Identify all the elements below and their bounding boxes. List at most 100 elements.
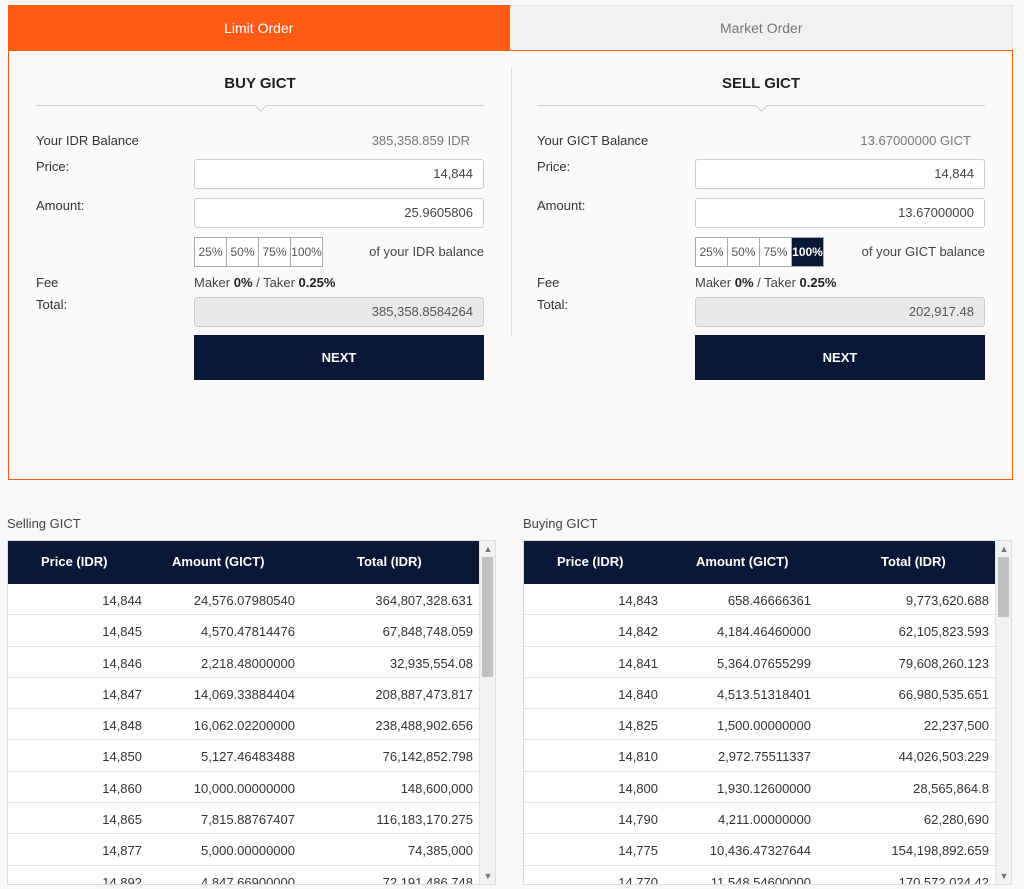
total-cell: 148,600,000 [400, 780, 473, 796]
price-cell: 14,892 [102, 874, 142, 885]
limit-order-panel: BUY GICT Your IDR Balance 385,358.859 ID… [8, 50, 1013, 480]
buy-percent-selector: 25% 50% 75% 100% [194, 237, 323, 267]
buying-book-header: Price (IDR) Amount (GICT) Total (IDR) [524, 541, 996, 584]
table-row[interactable]: 14,775 10,436.47327644 154,198,892.659 [524, 834, 996, 866]
chevron-down-icon[interactable]: ▼ [483, 871, 493, 881]
selling-scroll-thumb[interactable] [482, 557, 493, 677]
table-row[interactable]: 14,810 2,972.75511337 44,026,503.229 [524, 740, 996, 772]
chevron-up-icon[interactable]: ▲ [999, 544, 1009, 554]
sell-fee-taker: 0.25% [799, 275, 837, 290]
buying-scroll-thumb[interactable] [998, 557, 1009, 617]
table-row[interactable]: 14,846 2,218.48000000 32,935,554.08 [8, 647, 480, 678]
sell-fee-value: Maker 0% / Taker 0.25% [695, 275, 836, 290]
amount-cell: 1,500.00000000 [717, 718, 811, 734]
price-cell: 14,860 [102, 780, 142, 796]
buy-price-input[interactable]: 14,844 [194, 159, 484, 189]
chevron-down-icon[interactable]: ▼ [999, 871, 1009, 881]
table-row[interactable]: 14,848 16,062.02200000 238,488,902.656 [8, 709, 480, 741]
table-row[interactable]: 14,841 5,364.07655299 79,608,260.123 [524, 647, 996, 678]
selling-book-rows: 14,844 24,576.07980540 364,807,328.631 14,8… [8, 584, 480, 885]
table-row[interactable]: 14,843 658.46666361 9,773,620.688 [524, 584, 996, 616]
buying-col-price: Price (IDR) [557, 554, 624, 569]
buy-percent-50-button[interactable]: 50% [226, 237, 259, 267]
table-row[interactable]: 14,844 24,576.07980540 364,807,328.631 [8, 584, 480, 616]
price-cell: 14,848 [102, 718, 142, 734]
total-cell: 66,980,535.651 [898, 686, 989, 702]
price-cell: 14,843 [618, 593, 658, 608]
buy-balance-label: Your IDR Balance [36, 133, 139, 148]
table-row[interactable]: 14,800 1,930.12600000 28,565,864.8 [524, 772, 996, 804]
buy-percent-100-button[interactable]: 100% [290, 237, 323, 267]
table-row[interactable]: 14,847 14,069.33884404 208,887,473.817 [8, 678, 480, 710]
table-row[interactable]: 14,865 7,815.88767407 116,183,170.275 [8, 803, 480, 835]
tab-market-order[interactable]: Market Order [509, 5, 1013, 50]
table-row[interactable]: 14,877 5,000.00000000 74,385,000 [8, 834, 480, 866]
amount-cell: 2,972.75511337 [717, 749, 811, 765]
table-row[interactable]: 14,860 10,000.00000000 148,600,000 [8, 772, 480, 804]
sell-fee-label: Fee [537, 275, 560, 290]
selling-book-header: Price (IDR) Amount (GICT) Total (IDR) [8, 541, 480, 584]
sell-amount-input[interactable]: 13.67000000 [695, 198, 985, 228]
amount-cell: 1,930.12600000 [717, 780, 811, 796]
price-cell: 14,770 [618, 874, 658, 885]
buy-fee-maker: 0% [233, 275, 253, 290]
sell-form: SELL GICT Your GICT Balance 13.67000000 … [537, 51, 985, 479]
amount-cell: 4,513.51318401 [717, 686, 811, 702]
amount-cell: 4,570.47814476 [201, 624, 295, 640]
sell-percent-75-button[interactable]: 75% [759, 237, 792, 267]
amount-cell: 658.46666361 [727, 593, 811, 608]
amount-cell: 4,847.66900000 [201, 874, 295, 885]
total-cell: 79,608,260.123 [898, 655, 989, 671]
selling-book-scrollbar[interactable]: ▲ ▼ [479, 541, 495, 884]
selling-book-title: Selling GICT [7, 516, 81, 531]
sell-balance-value: 13.67000000 GICT [860, 133, 971, 148]
price-cell: 14,844 [102, 593, 142, 608]
sell-percent-50-button[interactable]: 50% [727, 237, 760, 267]
amount-cell: 16,062.02200000 [193, 718, 295, 734]
sell-price-input[interactable]: 14,844 [695, 159, 985, 189]
sell-percent-100-button[interactable]: 100% [791, 237, 824, 267]
sell-next-button[interactable]: NEXT [695, 335, 985, 380]
buy-percent-25-button[interactable]: 25% [194, 237, 227, 267]
table-row[interactable]: 14,892 4,847.66900000 72,191,486.748 [8, 866, 480, 885]
order-type-tabs: Limit Order Market Order [8, 5, 1013, 50]
total-cell: 72,191,486.748 [382, 874, 473, 885]
buying-order-book: Price (IDR) Amount (GICT) Total (IDR) 14… [523, 540, 1012, 885]
amount-cell: 10,436.47327644 [709, 843, 811, 859]
price-cell: 14,847 [102, 686, 142, 702]
buying-book-scrollbar[interactable]: ▲ ▼ [995, 541, 1011, 884]
price-cell: 14,845 [102, 624, 142, 640]
table-row[interactable]: 14,850 5,127.46483488 76,142,852.798 [8, 740, 480, 772]
buy-title: BUY GICT [224, 75, 296, 92]
price-cell: 14,850 [102, 749, 142, 765]
buying-col-total: Total (IDR) [881, 554, 946, 569]
sell-title: SELL GICT [721, 75, 801, 92]
table-row[interactable]: 14,790 4,211.00000000 62,280,690 [524, 803, 996, 835]
chevron-up-icon[interactable]: ▲ [483, 544, 493, 554]
tab-limit-order[interactable]: Limit Order [8, 5, 510, 50]
buying-book-rows: 14,843 658.46666361 9,773,620.688 14,842 4,1… [524, 584, 996, 885]
sell-percent-25-button[interactable]: 25% [695, 237, 728, 267]
selling-col-total: Total (IDR) [357, 554, 422, 569]
amount-cell: 5,127.46483488 [201, 749, 295, 765]
table-row[interactable]: 14,770 11,548.54600000 170,572,024.42 [524, 866, 996, 885]
buy-amount-input[interactable]: 25.9605806 [194, 198, 484, 228]
price-cell: 14,790 [618, 812, 658, 828]
buy-fee-maker-prefix: Maker [194, 275, 234, 290]
table-row[interactable]: 14,825 1,500.00000000 22,237,500 [524, 709, 996, 741]
buy-next-button[interactable]: NEXT [194, 335, 484, 380]
sell-total-field: 202,917.48 [695, 297, 985, 327]
total-cell: 44,026,503.229 [898, 749, 989, 765]
sell-percent-suffix: of your GICT balance [861, 244, 985, 259]
table-row[interactable]: 14,840 4,513.51318401 66,980,535.651 [524, 678, 996, 710]
amount-cell: 11,548.54600000 [710, 874, 811, 885]
buy-percent-75-button[interactable]: 75% [258, 237, 291, 267]
total-cell: 22,237,500 [923, 718, 989, 734]
price-cell: 14,846 [102, 655, 142, 671]
buy-form: BUY GICT Your IDR Balance 385,358.859 ID… [36, 51, 484, 479]
table-row[interactable]: 14,842 4,184.46460000 62,105,823.593 [524, 615, 996, 647]
selling-col-price: Price (IDR) [41, 554, 108, 569]
buy-total-field: 385,358.8584264 [194, 297, 484, 327]
table-row[interactable]: 14,845 4,570.47814476 67,848,748.059 [8, 615, 480, 647]
total-cell: 238,488,902.656 [375, 718, 473, 734]
